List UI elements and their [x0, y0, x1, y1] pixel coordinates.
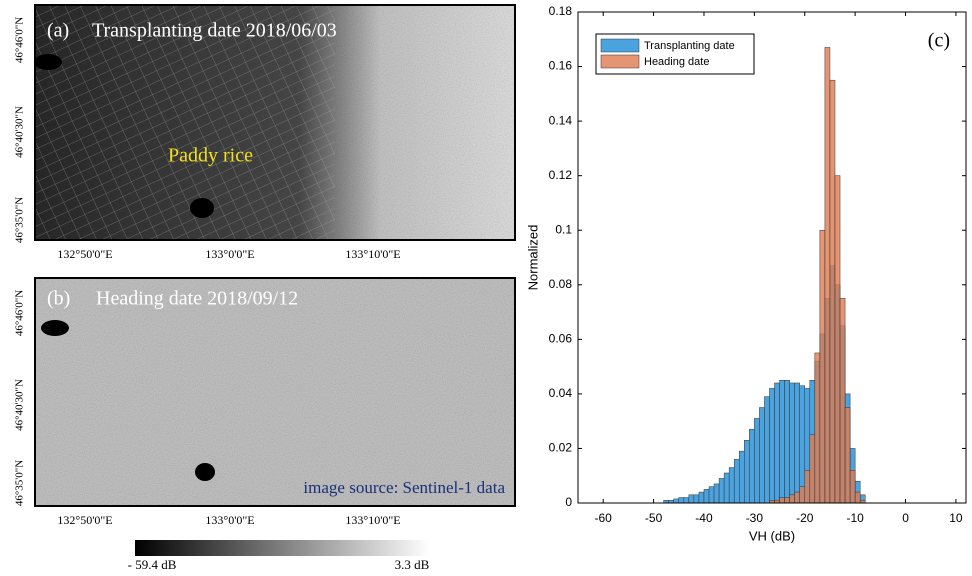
x-tick-label: -40	[695, 511, 713, 525]
x-tick-label: -20	[796, 511, 814, 525]
lon-label: 133°10'0"E	[345, 513, 400, 527]
histogram-bar	[850, 470, 855, 503]
lon-label: 133°0'0"E	[205, 247, 254, 261]
histogram-bar	[754, 418, 759, 503]
histogram-bar	[795, 492, 800, 503]
lon-label: 132°50'0"E	[57, 513, 112, 527]
histogram-bar	[785, 498, 790, 503]
sar-image	[35, 278, 515, 506]
histogram-bar	[780, 498, 785, 503]
figure: (a) Transplanting date 2018/06/03 Paddy …	[0, 0, 972, 576]
histogram-bar	[674, 499, 679, 503]
y-tick-label: 0.14	[549, 113, 573, 127]
histogram-bar	[744, 440, 749, 503]
histogram-bar	[739, 451, 744, 503]
lat-label: 46°46'0"N	[14, 290, 26, 336]
y-axis-label: Normalized	[525, 225, 540, 291]
colorbar	[135, 540, 430, 556]
lat-label: 46°46'0"N	[14, 17, 26, 63]
annotation: Paddy rice	[168, 145, 253, 167]
lake	[41, 320, 69, 336]
histogram-bar	[719, 478, 724, 503]
histogram-bar	[684, 498, 689, 503]
histogram-bar	[764, 397, 769, 503]
x-tick-label: -60	[595, 511, 613, 525]
histogram-bar	[825, 47, 830, 503]
histogram-bar	[714, 484, 719, 503]
histogram-bar	[785, 380, 790, 503]
x-tick-label: -50	[645, 511, 663, 525]
lat-label: 46°35'0"N	[14, 197, 26, 243]
legend-label: Heading date	[644, 56, 709, 68]
lon-label: 133°10'0"E	[345, 247, 400, 261]
histogram-bar	[699, 492, 704, 503]
histogram-bar	[724, 473, 729, 503]
x-tick-label: 10	[949, 511, 963, 525]
histogram-bar	[709, 487, 714, 503]
legend-swatch	[601, 55, 639, 68]
y-tick-label: 0.08	[549, 277, 573, 291]
histogram-bar	[749, 429, 754, 503]
histogram-bar	[790, 383, 795, 503]
histogram-bar	[840, 298, 845, 503]
histogram-bar	[775, 383, 780, 503]
y-tick-label: 0.18	[549, 4, 573, 18]
histogram-bar	[820, 230, 825, 503]
legend-label: Transplanting date	[644, 40, 735, 52]
lat-label: 46°40'30"N	[14, 106, 26, 158]
lon-label: 133°0'0"E	[205, 513, 254, 527]
histogram-bar	[780, 380, 785, 503]
legend-swatch	[601, 39, 639, 52]
panel-title: Transplanting date 2018/06/03	[92, 20, 337, 42]
lon-label: 132°50'0"E	[57, 247, 112, 261]
histogram-bar	[759, 408, 764, 503]
histogram-bar	[800, 386, 805, 503]
lat-label: 46°35'0"N	[14, 460, 26, 506]
histogram-bar	[790, 495, 795, 503]
annotation: (c)	[928, 30, 950, 52]
histogram-bar	[845, 408, 850, 503]
panel-title: Heading date 2018/09/12	[96, 288, 298, 310]
histogram-bar	[694, 495, 699, 503]
y-tick-label: 0.16	[549, 59, 573, 73]
y-tick-label: 0	[565, 495, 572, 509]
y-tick-label: 0.1	[555, 222, 572, 236]
histogram-bar	[800, 487, 805, 503]
histogram-bar	[734, 459, 739, 503]
histogram-bar	[729, 468, 734, 503]
y-tick-label: 0.12	[549, 168, 573, 182]
x-tick-label: 0	[902, 511, 909, 525]
y-tick-label: 0.06	[549, 332, 573, 346]
histogram-bar	[769, 388, 774, 503]
panel-a: (a) Transplanting date 2018/06/03 Paddy …	[14, 5, 515, 261]
histogram-bar	[830, 80, 835, 503]
colorbar-min: - 59.4 dB	[128, 557, 177, 572]
annotation: image source: Sentinel-1 data	[303, 478, 505, 497]
histogram-bar	[835, 176, 840, 503]
histogram-bar	[689, 495, 694, 503]
histogram-bar	[704, 489, 709, 503]
panel-b: (b) Heading date 2018/09/12 image source…	[14, 278, 515, 527]
x-axis-label: VH (dB)	[749, 528, 795, 543]
histogram-bar	[795, 383, 800, 503]
lake	[190, 198, 214, 218]
histogram-bar	[815, 353, 820, 503]
histogram-bar	[679, 498, 684, 503]
lat-label: 46°40'30"N	[14, 379, 26, 431]
panel-label: (a)	[47, 20, 69, 42]
colorbar-max: 3.3 dB	[395, 557, 430, 572]
lake	[195, 463, 215, 481]
histogram-bar	[810, 435, 815, 503]
y-tick-label: 0.02	[549, 441, 573, 455]
y-tick-label: 0.04	[549, 386, 573, 400]
histogram-chart: 0 0.02 0.04 0.06 0.08 0.1 0.12 0.14 0.16 0.18 -60 -…	[525, 4, 966, 543]
lake	[34, 54, 62, 70]
x-tick-label: -30	[746, 511, 764, 525]
histogram-bar	[805, 470, 810, 503]
x-tick-label: -10	[846, 511, 864, 525]
histogram-bar	[855, 492, 860, 503]
panel-label: (b)	[47, 288, 70, 310]
